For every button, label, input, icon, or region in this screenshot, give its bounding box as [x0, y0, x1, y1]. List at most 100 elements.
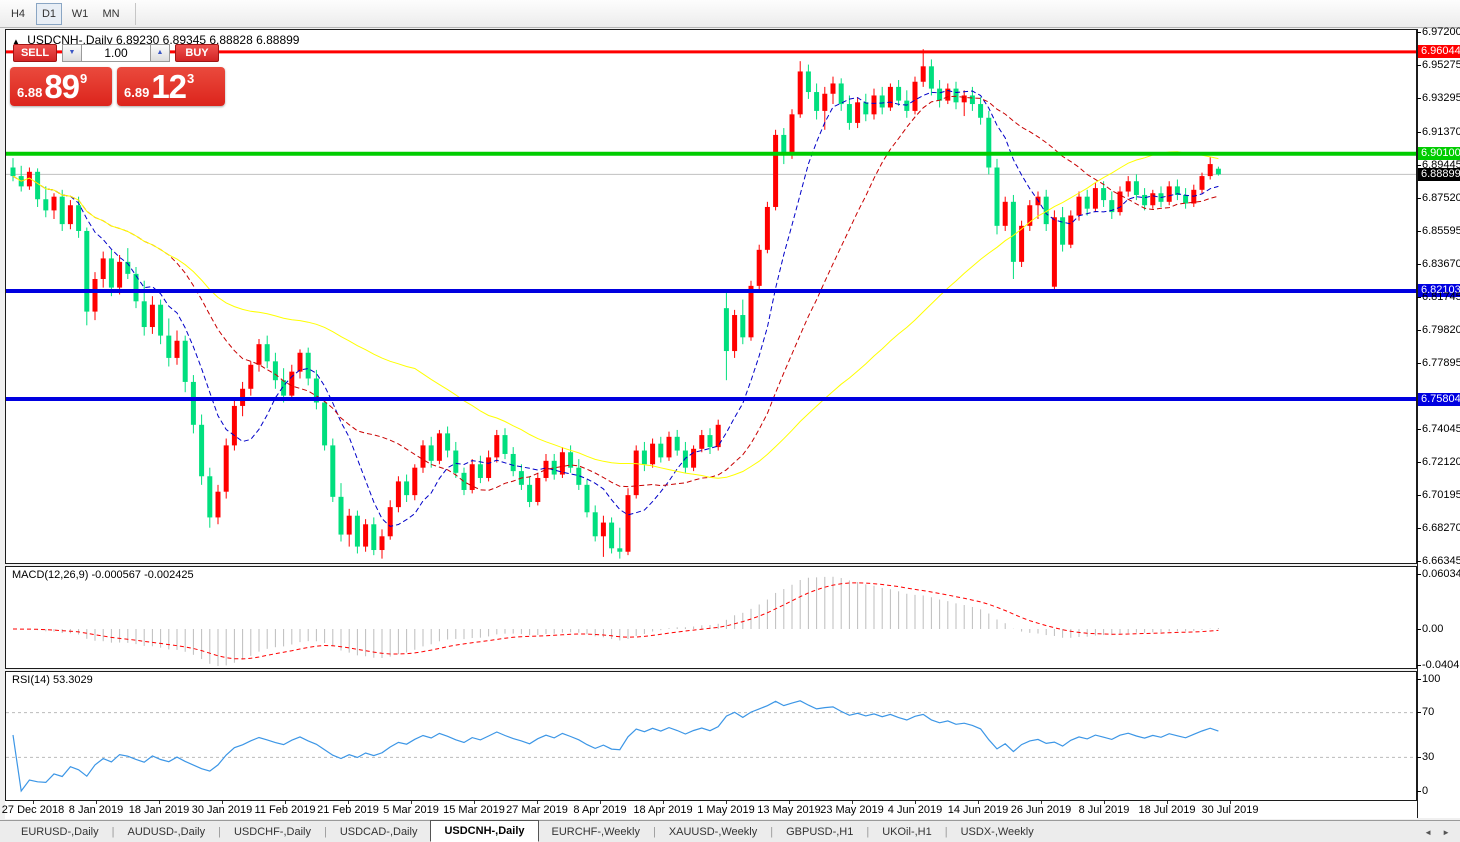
volume-input[interactable]	[82, 44, 150, 62]
main-chart-panel[interactable]	[5, 29, 1417, 564]
tab-scroll-left-icon[interactable]: ◄	[1424, 828, 1433, 837]
date-tick-mark	[1041, 801, 1042, 804]
tab-usdx-weekly[interactable]: USDX-,Weekly	[960, 826, 1034, 838]
rsi-axis-30: 30	[1417, 751, 1434, 764]
tick-dash	[1417, 231, 1421, 232]
tick-dash	[1417, 679, 1421, 680]
date-label: 4 Jun 2019	[887, 804, 943, 816]
price-tick-6.88899: 6.88899	[1418, 168, 1460, 181]
buy-button[interactable]: BUY	[175, 44, 219, 62]
date-label: 30 Jul 2019	[1201, 804, 1259, 816]
date-tick-mark	[663, 801, 664, 804]
timeframe-button-w1[interactable]: W1	[71, 7, 89, 20]
macd-axis-0.060342: 0.060342	[1417, 568, 1460, 581]
symbol-label: USDCNH-,Daily	[27, 33, 113, 47]
tab-scroll-right-icon[interactable]: ►	[1442, 828, 1450, 837]
tick-dash	[1417, 32, 1421, 33]
date-label: 18 Jul 2019	[1138, 804, 1196, 816]
price-tick-6.66345: 6.66345	[1417, 555, 1460, 568]
rsi-panel[interactable]	[5, 671, 1417, 801]
ohlc-values: 6.89230 6.89345 6.88828 6.88899	[115, 33, 300, 47]
date-tick-mark	[789, 801, 790, 804]
sell-button[interactable]: SELL	[13, 44, 57, 62]
timeframe-button-mn[interactable]: MN	[102, 7, 120, 20]
buy-price-box[interactable]: 6.89 12 3	[117, 67, 225, 106]
tab-audusd-daily[interactable]: AUDUSD-,Daily	[127, 826, 206, 838]
date-label: 27 Mar 2019	[506, 804, 568, 816]
tick-dash	[1417, 462, 1421, 463]
tick-dash	[1417, 574, 1421, 575]
candlestick-chart	[6, 49, 1416, 559]
sell-price-big: 89	[44, 67, 80, 105]
price-tick-6.68270: 6.68270	[1417, 522, 1460, 535]
date-tick-mark	[159, 801, 160, 804]
collapse-triangle-icon[interactable]: ▲	[12, 37, 20, 46]
tick-dash	[1417, 363, 1421, 364]
tick-dash	[1417, 165, 1421, 166]
macd-label: MACD(12,26,9) -0.000567 -0.002425	[12, 569, 194, 581]
price-tick-6.79820: 6.79820	[1417, 324, 1460, 337]
chart-title: ▲ USDCNH-,Daily 6.89230 6.89345 6.88828 …	[12, 33, 299, 47]
date-label: 26 Jun 2019	[1010, 804, 1072, 816]
date-label: 1 May 2019	[697, 804, 755, 816]
date-tick-mark	[474, 801, 475, 804]
tab-usdchf-daily[interactable]: USDCHF-,Daily	[233, 826, 311, 838]
tick-dash	[1417, 132, 1421, 133]
tick-dash	[1417, 528, 1421, 529]
tick-dash	[1417, 757, 1421, 758]
tab-gbpusd-h1[interactable]: GBPUSD-,H1	[786, 826, 854, 838]
tick-dash	[1417, 264, 1421, 265]
sell-price-box[interactable]: 6.88 89 9	[10, 67, 112, 106]
date-label: 8 Apr 2019	[573, 804, 627, 816]
date-tick-mark	[1167, 801, 1168, 804]
macd-panel[interactable]	[5, 566, 1417, 669]
price-tick-6.74045: 6.74045	[1417, 423, 1460, 436]
tick-dash	[1417, 65, 1421, 66]
tick-dash	[1417, 98, 1421, 99]
tick-dash	[1417, 791, 1421, 792]
rsi-chart	[6, 700, 1416, 793]
date-tick-mark	[537, 801, 538, 804]
date-tick-mark	[411, 801, 412, 804]
tick-dash	[1417, 297, 1421, 298]
tab-eurusd-daily[interactable]: EURUSD-,Daily	[21, 826, 99, 838]
tick-dash	[1417, 629, 1421, 630]
volume-decrease-button[interactable]: ▼	[62, 44, 82, 62]
price-tick-6.87520: 6.87520	[1417, 192, 1460, 205]
tab-usdcnh-daily[interactable]: USDCNH-,Daily	[430, 820, 539, 842]
date-label: 5 Mar 2019	[383, 804, 439, 816]
tab-usdcad-daily[interactable]: USDCAD-,Daily	[339, 826, 418, 838]
timeframe-button-h4[interactable]: H4	[10, 7, 26, 20]
date-tick-mark	[222, 801, 223, 804]
tab-separator: |	[323, 825, 327, 838]
date-tick-mark	[915, 801, 916, 804]
date-tick-mark	[726, 801, 727, 804]
price-tick-6.97200: 6.97200	[1417, 26, 1460, 39]
volume-increase-button[interactable]: ▲	[150, 44, 170, 62]
tick-dash	[1417, 665, 1421, 666]
tab-separator: |	[866, 825, 870, 838]
timeframe-toolbar: H4 D1 W1 MN	[0, 0, 1460, 28]
tick-dash	[1417, 495, 1421, 496]
date-label: 30 Jan 2019	[191, 804, 253, 816]
timeframe-button-d1[interactable]: D1	[36, 2, 62, 25]
date-tick-mark	[96, 801, 97, 804]
date-label: 21 Feb 2019	[317, 804, 379, 816]
tab-separator: |	[652, 825, 656, 838]
tick-dash	[1417, 330, 1421, 331]
date-tick-mark	[600, 801, 601, 804]
date-label: 18 Apr 2019	[633, 804, 693, 816]
date-label: 8 Jul 2019	[1078, 804, 1130, 816]
buy-price-sup: 3	[187, 71, 195, 86]
tab-eurchf-weekly[interactable]: EURCHF-,Weekly	[551, 826, 640, 838]
price-tick-6.90100: 6.90100	[1418, 147, 1460, 160]
rsi-label: RSI(14) 53.3029	[12, 674, 93, 686]
date-tick-mark	[1230, 801, 1231, 804]
tab-ukoil-h1[interactable]: UKOil-,H1	[882, 826, 932, 838]
date-tick-mark	[1104, 801, 1105, 804]
tab-xauusd-weekly[interactable]: XAUUSD-,Weekly	[668, 826, 758, 838]
price-tick-6.75804: 6.75804	[1418, 393, 1460, 406]
date-label: 13 May 2019	[757, 804, 821, 816]
price-tick-6.93295: 6.93295	[1417, 92, 1460, 105]
date-tick-mark	[348, 801, 349, 804]
